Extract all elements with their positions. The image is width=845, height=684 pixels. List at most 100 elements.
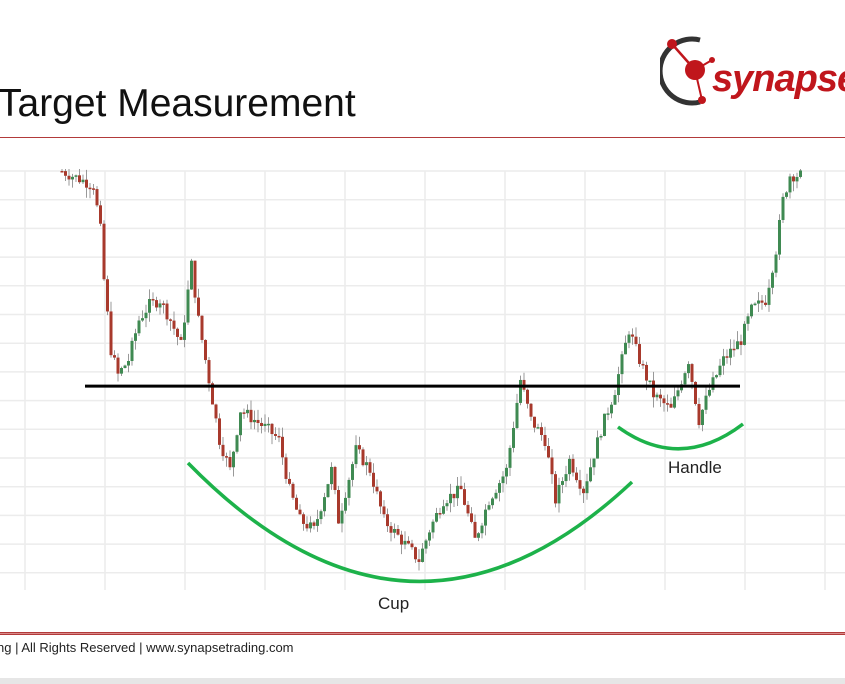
candle-body	[109, 311, 113, 356]
candle-body	[491, 498, 494, 506]
candle	[113, 350, 116, 361]
candle-body	[638, 344, 641, 364]
candle	[515, 393, 519, 430]
candle	[652, 371, 655, 408]
footer-band	[0, 678, 845, 684]
candle	[498, 479, 501, 502]
candle-body	[760, 300, 764, 303]
candle	[291, 482, 295, 500]
candle-body	[596, 437, 599, 459]
candle	[158, 299, 162, 315]
candle	[253, 410, 256, 430]
candle-body	[197, 297, 200, 316]
candle-body	[134, 333, 137, 341]
candle	[414, 546, 417, 563]
candle	[599, 434, 603, 441]
candle	[204, 339, 207, 364]
candle	[109, 301, 113, 358]
candle-body	[179, 336, 183, 340]
candle-body	[382, 506, 386, 515]
candle-body	[158, 303, 162, 308]
candle	[78, 169, 81, 184]
candle-body	[393, 528, 396, 533]
candle-body	[358, 445, 361, 450]
candle	[596, 430, 599, 459]
candle-body	[228, 456, 232, 468]
candle-body	[645, 364, 648, 381]
candle	[519, 375, 522, 406]
candle	[288, 472, 291, 486]
candle	[529, 403, 533, 421]
candle	[739, 334, 743, 356]
candle	[221, 436, 225, 461]
candle-body	[694, 381, 697, 404]
candle-body	[498, 483, 501, 493]
candle-body	[81, 179, 85, 183]
candle	[130, 337, 134, 366]
slide-title: Target Measurement	[0, 82, 356, 125]
candle	[365, 456, 368, 476]
candle	[99, 200, 102, 227]
candle-body	[330, 466, 333, 485]
candle	[449, 483, 452, 513]
candle	[666, 394, 669, 412]
candle	[417, 549, 421, 571]
candle-body	[449, 493, 452, 504]
candle	[456, 476, 459, 507]
candle	[799, 169, 802, 179]
candle-body	[372, 472, 375, 487]
candle-body	[67, 175, 71, 180]
candle	[463, 482, 466, 506]
candle-body	[368, 462, 372, 473]
candle	[85, 169, 88, 198]
candle-body	[253, 419, 256, 423]
candle-body	[431, 521, 435, 533]
candle-body	[729, 348, 732, 358]
candle	[729, 339, 732, 366]
candle	[330, 462, 333, 490]
candle-body	[673, 396, 676, 408]
candle-body	[400, 534, 403, 545]
candle	[123, 364, 127, 369]
candle	[578, 469, 582, 496]
candle	[260, 417, 263, 434]
candle-body	[610, 404, 613, 414]
candle-body	[771, 272, 774, 288]
candle-body	[242, 412, 246, 414]
chart-grid	[0, 170, 845, 590]
candle-body	[396, 528, 400, 535]
candle-body	[277, 435, 281, 438]
candle	[641, 360, 645, 369]
candle	[421, 542, 424, 563]
candle-body	[767, 287, 771, 305]
candle-body	[116, 357, 120, 374]
candle	[564, 465, 568, 488]
candle-body	[568, 458, 571, 475]
candle	[505, 464, 508, 485]
candle-body	[151, 298, 155, 301]
candle-body	[561, 481, 564, 485]
candle-body	[799, 170, 802, 177]
candle-body	[337, 490, 340, 524]
candle	[71, 173, 74, 188]
cup-curve	[186, 461, 634, 584]
candle-body	[543, 434, 547, 447]
candle	[284, 453, 288, 484]
candle-body	[344, 497, 347, 511]
candle	[316, 509, 319, 532]
candle	[736, 331, 739, 350]
candle-body	[550, 457, 554, 475]
candle	[228, 450, 232, 471]
candle-body	[704, 395, 708, 410]
candle-body	[739, 341, 743, 345]
candle	[239, 412, 242, 442]
candle	[494, 489, 498, 500]
candle	[459, 476, 463, 490]
candle-body	[662, 398, 666, 404]
candle-body	[200, 315, 204, 340]
candle-body	[711, 377, 715, 390]
candle-body	[351, 464, 354, 480]
candle	[743, 321, 746, 346]
candle-body	[438, 513, 442, 515]
candle	[613, 389, 617, 406]
